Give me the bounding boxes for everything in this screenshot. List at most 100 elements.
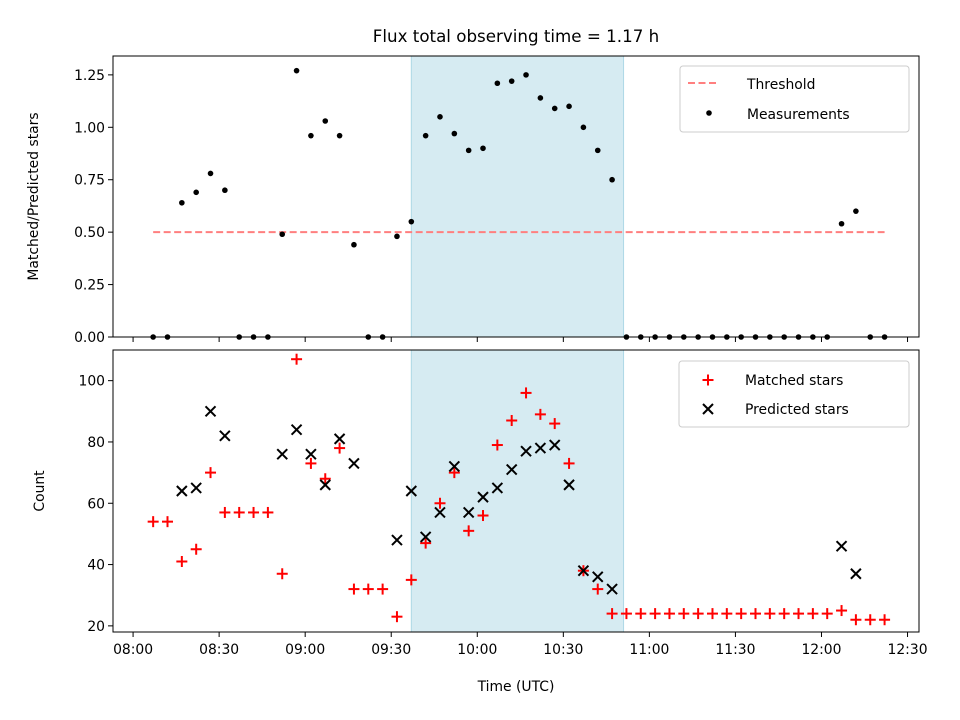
chart-title: Flux total observing time = 1.17 h <box>373 26 659 46</box>
matched-star-point <box>864 614 876 626</box>
observing-window-span <box>410 55 625 338</box>
y-tick-label: 1.25 <box>74 68 105 84</box>
cross-stroke <box>592 571 604 583</box>
y-tick-label: 0.75 <box>74 173 105 189</box>
y-tick-label: 0.50 <box>74 225 105 241</box>
matched-star-point <box>334 442 346 454</box>
count-x-ticks: 08:00 08:30 09:00 09:30 10:00 10:30 11:00 11:30… <box>113 632 928 658</box>
cross-stroke <box>505 463 518 476</box>
matched-star-point <box>377 583 389 595</box>
cross-stroke <box>290 423 303 436</box>
y-tick-label: 60 <box>87 496 105 512</box>
predicted-star-point <box>391 534 403 546</box>
predicted-star-point <box>505 463 518 476</box>
y-tick-label: 1.00 <box>74 120 105 136</box>
matched-star-point <box>362 583 374 595</box>
matched-star-point <box>721 608 733 620</box>
x-tick-label: 11:30 <box>715 642 755 658</box>
matched-star-point <box>850 614 862 626</box>
matched-star-point <box>190 543 202 555</box>
predicted-star-point <box>319 479 331 491</box>
cross-stroke <box>333 433 346 445</box>
cross-stroke <box>520 445 532 457</box>
cross-stroke <box>434 506 446 519</box>
measurement-point <box>566 103 572 110</box>
cross-stroke <box>405 485 418 497</box>
x-tick-label: 10:30 <box>543 642 583 658</box>
matched-star-point <box>692 608 704 620</box>
predicted-star-point <box>305 448 317 460</box>
predicted-star-point <box>549 439 561 451</box>
matched-star-point <box>649 608 661 620</box>
matched-star-point <box>706 608 718 620</box>
measurement-point <box>480 145 486 152</box>
predicted-star-point <box>491 482 504 494</box>
cross-stroke <box>534 442 547 454</box>
measurement-point <box>422 132 429 139</box>
measurement-point <box>222 187 228 194</box>
x-tick-label: 08:30 <box>199 642 239 658</box>
cross-stroke <box>276 448 288 460</box>
measurement-point <box>193 189 199 196</box>
matched-star-point <box>233 506 245 518</box>
predicted-star-point <box>577 564 590 577</box>
matched-stars-points <box>147 353 891 626</box>
x-tick-label: 08:00 <box>113 642 153 658</box>
predicted-star-point <box>520 445 532 457</box>
measurement-point <box>408 218 415 225</box>
measurement-point <box>279 231 286 238</box>
matched-star-point <box>620 608 632 620</box>
y-tick-label: 40 <box>87 558 105 574</box>
x-tick-label: 09:30 <box>371 642 411 658</box>
matched-star-point <box>248 506 260 518</box>
legend-matched-label: Matched stars <box>745 373 843 389</box>
matched-star-point <box>420 537 432 549</box>
matched-star-point <box>305 457 317 469</box>
legend-threshold-label: Threshold <box>746 77 815 93</box>
measurement-point <box>179 199 185 206</box>
cross-stroke <box>577 564 590 577</box>
predicted-star-point <box>434 506 446 519</box>
y-tick-label: 0.00 <box>74 330 105 346</box>
matched-star-point <box>147 516 159 528</box>
matched-star-point <box>764 608 776 620</box>
matched-star-point <box>405 574 417 586</box>
matched-star-point <box>663 608 675 620</box>
x-tick-label: 12:00 <box>801 642 841 658</box>
measurement-point <box>451 130 458 137</box>
matched-star-point <box>463 525 475 537</box>
count-plot-panel: 20 40 60 80 100 08:00 08:30 09:00 09:30 10:00 10:… <box>32 349 928 695</box>
predicted-star-point <box>592 571 604 583</box>
predicted-star-point <box>276 448 288 460</box>
cross-stroke <box>348 457 360 470</box>
matched-star-point <box>161 516 173 528</box>
count-legend-box <box>678 360 910 428</box>
x-tick-label: 12:30 <box>888 642 928 658</box>
matched-star-point <box>750 608 762 620</box>
matched-star-point <box>506 415 518 426</box>
matched-star-point <box>821 608 833 620</box>
cross-stroke <box>477 491 489 503</box>
y-tick-label: 100 <box>78 374 105 390</box>
legend-measurements-label: Measurements <box>747 107 850 123</box>
matched-star-point <box>879 614 891 626</box>
cross-stroke <box>305 448 317 460</box>
ratio-plot-panel: 0.00 0.25 0.50 0.75 1.00 1.25 Flux total obse… <box>26 26 920 346</box>
ratio-legend: Threshold Measurements <box>679 65 910 133</box>
predicted-star-point <box>835 540 848 552</box>
cross-stroke <box>835 540 848 552</box>
x-tick-label: 09:00 <box>285 642 325 658</box>
matched-star-point <box>176 556 188 567</box>
measurement-point <box>580 124 587 131</box>
matched-star-point <box>520 387 532 399</box>
matched-star-point <box>491 439 503 451</box>
cross-stroke <box>850 568 862 580</box>
matched-star-point <box>262 506 274 518</box>
matched-star-point <box>477 510 489 522</box>
matched-star-point <box>635 608 647 620</box>
matched-star-point <box>836 605 848 617</box>
measurement-point <box>465 147 472 154</box>
predicted-star-point <box>333 433 346 445</box>
cross-stroke <box>491 482 504 494</box>
